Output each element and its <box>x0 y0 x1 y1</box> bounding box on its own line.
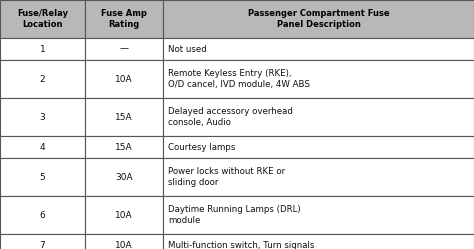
Text: Fuse/Relay
Location: Fuse/Relay Location <box>17 9 68 29</box>
Bar <box>163 98 474 136</box>
Bar <box>163 0 474 38</box>
Bar <box>0 98 85 136</box>
Text: Daytime Running Lamps (DRL)
module: Daytime Running Lamps (DRL) module <box>168 205 301 225</box>
Bar <box>163 136 474 158</box>
Text: 1: 1 <box>40 45 46 54</box>
Text: 10A: 10A <box>115 210 133 220</box>
Bar <box>0 158 85 196</box>
Bar <box>163 234 474 249</box>
Bar <box>163 60 474 98</box>
Bar <box>85 60 163 98</box>
Text: 10A: 10A <box>115 74 133 83</box>
Text: 10A: 10A <box>115 241 133 249</box>
Bar <box>85 38 163 60</box>
Text: Multi-function switch, Turn signals: Multi-function switch, Turn signals <box>168 241 314 249</box>
Text: Delayed accessory overhead
console, Audio: Delayed accessory overhead console, Audi… <box>168 107 293 127</box>
Text: 7: 7 <box>40 241 46 249</box>
Text: 30A: 30A <box>115 173 133 182</box>
Text: Power locks without RKE or
sliding door: Power locks without RKE or sliding door <box>168 167 285 187</box>
Bar <box>85 158 163 196</box>
Bar <box>85 196 163 234</box>
Text: 15A: 15A <box>115 142 133 151</box>
Text: 6: 6 <box>40 210 46 220</box>
Bar <box>0 136 85 158</box>
Text: Passenger Compartment Fuse
Panel Description: Passenger Compartment Fuse Panel Descrip… <box>248 9 389 29</box>
Bar <box>0 0 85 38</box>
Bar <box>163 38 474 60</box>
Bar <box>85 0 163 38</box>
Text: Remote Keyless Entry (RKE),
O/D cancel, IVD module, 4W ABS: Remote Keyless Entry (RKE), O/D cancel, … <box>168 69 310 89</box>
Bar <box>0 234 85 249</box>
Bar <box>85 98 163 136</box>
Text: Courtesy lamps: Courtesy lamps <box>168 142 236 151</box>
Bar <box>0 196 85 234</box>
Bar <box>0 38 85 60</box>
Text: 5: 5 <box>40 173 46 182</box>
Bar <box>163 196 474 234</box>
Bar <box>0 60 85 98</box>
Bar <box>85 136 163 158</box>
Text: —: — <box>119 45 128 54</box>
Text: 2: 2 <box>40 74 46 83</box>
Bar <box>163 158 474 196</box>
Text: Fuse Amp
Rating: Fuse Amp Rating <box>101 9 147 29</box>
Text: Not used: Not used <box>168 45 207 54</box>
Text: 4: 4 <box>40 142 46 151</box>
Text: 15A: 15A <box>115 113 133 122</box>
Text: 3: 3 <box>40 113 46 122</box>
Bar <box>85 234 163 249</box>
